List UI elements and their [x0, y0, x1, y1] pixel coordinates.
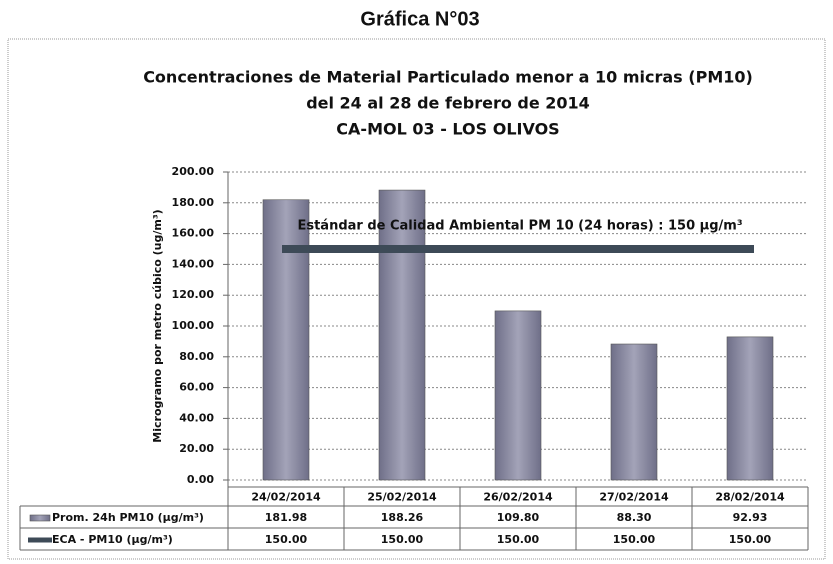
y-tick-label: 120.00: [172, 288, 215, 301]
table-value: 88.30: [617, 511, 652, 524]
bar: [494, 310, 542, 481]
y-tick-label: 160.00: [172, 227, 215, 240]
chart-title: Concentraciones de Material Particulado …: [143, 68, 753, 87]
table-value: 150.00: [613, 533, 656, 546]
chart-title: del 24 al 28 de febrero de 2014: [306, 94, 590, 113]
y-axis-label: Microgramo por metro cúbico (ug/m³): [151, 209, 164, 442]
y-tick-label: 40.00: [179, 411, 214, 424]
y-tick-label: 200.00: [172, 165, 215, 178]
x-tick-label: 28/02/2014: [715, 491, 785, 504]
frame: [7, 38, 826, 560]
y-tick-label: 0.00: [187, 473, 214, 486]
page-heading: Gráfica N°03: [360, 8, 479, 30]
table-value: 150.00: [497, 533, 540, 546]
x-tick-label: 25/02/2014: [367, 491, 437, 504]
bar: [262, 199, 310, 481]
y-tick-label: 100.00: [172, 319, 215, 332]
x-tick-label: 24/02/2014: [251, 491, 321, 504]
bar: [610, 343, 658, 481]
annotation: Estándar de Calidad Ambiental PM 10 (24 …: [297, 219, 742, 234]
y-tick-label: 20.00: [179, 442, 214, 455]
x-tick-label: 26/02/2014: [483, 491, 553, 504]
table-value: 181.98: [265, 511, 307, 524]
legend-swatch: [29, 514, 51, 522]
table-value: 109.80: [497, 511, 540, 524]
table-value: 150.00: [729, 533, 772, 546]
y-tick-label: 80.00: [179, 350, 214, 363]
chart-title: CA-MOL 03 - LOS OLIVOS: [336, 120, 559, 139]
y-tick-label: 60.00: [179, 381, 214, 394]
y-tick-label: 180.00: [172, 196, 215, 209]
table-value: 150.00: [381, 533, 424, 546]
x-tick-label: 27/02/2014: [599, 491, 669, 504]
bar: [378, 189, 426, 481]
legend-label: Prom. 24h PM10 (μg/m³): [52, 511, 204, 524]
bar: [726, 336, 774, 481]
table-value: 150.00: [265, 533, 308, 546]
y-tick-label: 140.00: [172, 257, 215, 270]
table-value: 188.26: [381, 511, 424, 524]
legend-label: ECA - PM10 (μg/m³): [52, 533, 173, 546]
table-value: 92.93: [733, 511, 768, 524]
